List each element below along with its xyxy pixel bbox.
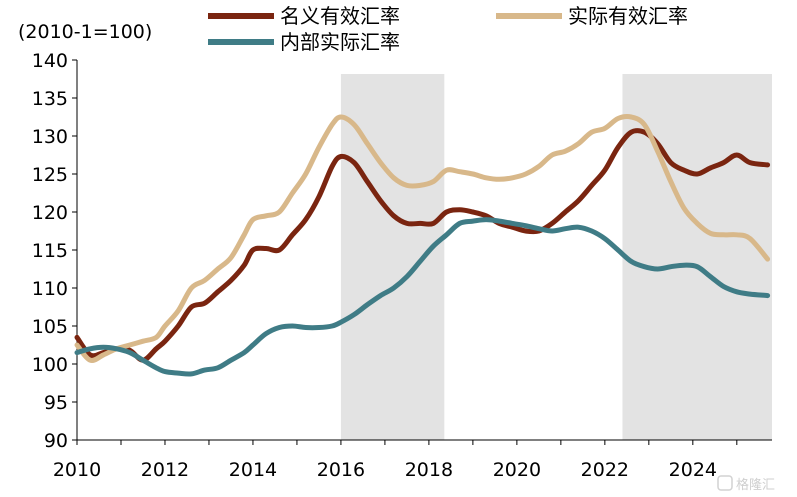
y-tick-label: 90: [44, 430, 68, 452]
series-line-1: [74, 114, 771, 363]
x-tick-label: 2018: [405, 459, 453, 481]
y-tick-label: 135: [32, 88, 68, 110]
y-tick-label: 115: [32, 240, 68, 262]
y-tick-label: 140: [32, 50, 68, 72]
x-tick-label: 2016: [317, 459, 365, 481]
shaded-periods: [340, 74, 772, 440]
watermark-logo-icon: [717, 475, 733, 491]
y-tick-label: 130: [32, 126, 68, 148]
y-tick-label: 100: [32, 354, 68, 376]
shaded-period-0: [340, 74, 445, 440]
y-tick-label: 125: [32, 164, 68, 186]
y-tick-label: 110: [32, 278, 68, 300]
legend-label-0: 名义有效汇率: [280, 4, 400, 28]
x-tick-label: 2022: [581, 459, 629, 481]
x-tick-label: 2010: [53, 459, 101, 481]
x-tick-label: 2014: [229, 459, 277, 481]
x-tick-label: 2020: [493, 459, 541, 481]
x-tick-label: 2012: [141, 459, 189, 481]
unit-label: (2010-1=100): [18, 21, 152, 43]
y-tick-label: 95: [44, 392, 68, 414]
series-line-0: [74, 128, 771, 363]
y-tick-label: 105: [32, 316, 68, 338]
watermark-text: 格隆汇: [736, 477, 775, 493]
y-tick-label: 120: [32, 202, 68, 224]
watermark: 格隆汇: [717, 475, 775, 493]
series-line-2: [74, 217, 771, 377]
axes: 90 95 100 105 110 115 120 125 130 135 140 2010 2012 2…: [32, 50, 772, 481]
series-lines: [74, 114, 771, 377]
legend-label-1: 实际有效汇率: [568, 4, 688, 28]
x-tick-label: 2024: [669, 459, 717, 481]
legend-label-2: 内部实际汇率: [280, 30, 400, 54]
